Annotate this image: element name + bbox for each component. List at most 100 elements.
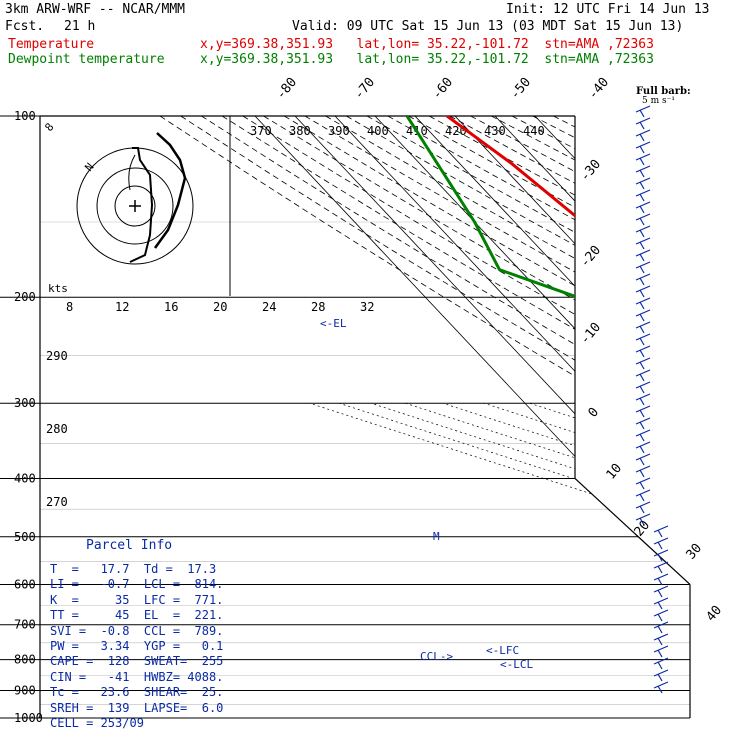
valid-time: Valid: 09 UTC Sat 15 Jun 13 (03 MDT Sat … <box>292 19 684 34</box>
wind-barb <box>653 525 669 533</box>
barb-legend-unit: 5 m s⁻¹ <box>642 96 675 106</box>
right-temperature-label: 40 <box>704 603 726 625</box>
wind-barb <box>635 489 651 497</box>
pressure-tick-label: 900 <box>14 683 36 697</box>
wind-barb <box>653 537 669 545</box>
wind-barb <box>639 385 645 394</box>
hodograph-unit-label: kts <box>48 282 68 295</box>
dry-adiabat <box>470 116 690 718</box>
hodograph-trace <box>153 132 187 249</box>
wind-barb <box>639 229 645 238</box>
wind-barb <box>635 417 651 425</box>
top-temperature-label: -60 <box>430 75 457 103</box>
wind-barb <box>635 309 651 317</box>
wind-barb <box>635 249 651 257</box>
parcel-info-row: PW = 3.34 YGP = 0.1 <box>50 639 224 653</box>
wind-barb <box>635 141 651 149</box>
pressure-tick-label: 500 <box>14 530 36 544</box>
top-temperature-label: -50 <box>508 75 535 103</box>
dry-adiabat <box>449 116 690 718</box>
moist-adiabat <box>483 402 690 718</box>
wind-barb <box>639 373 645 382</box>
dry-adiabat <box>366 116 690 718</box>
wind-barb <box>635 513 651 521</box>
side-label: 270 <box>46 495 68 509</box>
hodograph-ring-label: N <box>82 160 96 173</box>
dry-adiabat <box>553 116 690 718</box>
dewpoint-legend-label: Dewpoint temperature <box>8 52 165 67</box>
top-temperature-label: -80 <box>274 75 301 103</box>
hodograph-speed-label: 28 <box>311 300 325 314</box>
hodograph-ring <box>114 185 156 227</box>
theta-label: 430 <box>484 124 506 138</box>
parcel-info-row: CAPE = 128 SWEAT= 255 <box>50 654 224 669</box>
wind-barb <box>639 457 645 466</box>
pressure-tick-label: 600 <box>14 577 36 591</box>
isotherm-line <box>294 116 690 718</box>
moist-adiabat <box>338 402 690 718</box>
wind-barb <box>639 289 645 298</box>
hodograph-speed-label: 8 <box>66 300 73 314</box>
wind-barb <box>635 345 651 353</box>
wind-barb <box>635 441 651 449</box>
wind-barb <box>635 369 651 377</box>
isotherm-line <box>254 116 690 718</box>
wind-barb <box>639 265 645 274</box>
annotation-label: <-EL <box>320 317 347 330</box>
temperature-legend-label: Temperature <box>8 37 95 52</box>
annotation-label: M <box>433 530 440 543</box>
wind-barb <box>639 421 645 430</box>
wind-barb <box>657 673 663 682</box>
wind-barb <box>657 649 663 658</box>
hodograph-speed-label: 12 <box>115 300 129 314</box>
wind-barb <box>653 561 669 569</box>
wind-barb <box>639 205 645 214</box>
wind-barb <box>635 357 651 365</box>
dry-adiabat <box>491 116 690 718</box>
wind-barb <box>635 117 651 125</box>
wind-barb <box>657 637 663 646</box>
wind-barb <box>639 145 645 154</box>
isotherm-line <box>374 116 690 718</box>
barb-legend-label: Full barb: <box>636 86 691 97</box>
wind-barb <box>635 393 651 401</box>
wind-barb <box>639 493 645 502</box>
pressure-tick-label: 300 <box>14 396 36 410</box>
wind-barb <box>635 225 651 233</box>
wind-barb <box>635 201 651 209</box>
wind-barb <box>653 549 669 557</box>
parcel-info-panel: Parcel Info T = 17.7 Td = 17.3 LI = -0.7 … <box>46 538 230 738</box>
pressure-tick-label: 700 <box>14 618 36 632</box>
parcel-info-title: Parcel Info <box>86 538 173 553</box>
moist-adiabat <box>529 402 690 718</box>
theta-label: 380 <box>289 124 311 138</box>
wind-barb <box>657 661 663 670</box>
wind-barb <box>635 405 651 413</box>
isotherm-line <box>614 116 690 718</box>
wind-barb <box>639 157 645 166</box>
wind-barb <box>635 285 651 293</box>
parcel-info-row: TT = 45 EL = 221. <box>50 608 224 623</box>
theta-label: 420 <box>445 124 467 138</box>
right-temperature-label: -20 <box>578 243 605 271</box>
moist-adiabat <box>370 402 690 718</box>
top-temperature-label: -70 <box>352 75 379 103</box>
wind-barb <box>635 153 651 161</box>
wind-barb <box>639 433 645 442</box>
top-temperature-label: -40 <box>586 75 613 103</box>
forecast-label: Fcst. <box>5 19 45 34</box>
right-temperature-label: -10 <box>578 320 605 348</box>
wind-barb <box>635 381 651 389</box>
wind-barb <box>635 261 651 269</box>
wind-barb <box>639 325 645 334</box>
wind-barb <box>653 633 669 641</box>
dry-adiabat <box>242 116 690 718</box>
hodograph-ring-label: 8 <box>42 120 56 133</box>
parcel-info-row: LI = -0.7 LCL = 814. <box>50 577 224 592</box>
parcel-info-row: Tc = 23.6 SHEAR= 25. <box>50 685 224 700</box>
pressure-tick-label: 1000 <box>14 711 43 725</box>
annotation-label: <-LCL <box>500 658 533 671</box>
moist-adiabat <box>442 402 690 718</box>
wind-barb <box>639 253 645 262</box>
